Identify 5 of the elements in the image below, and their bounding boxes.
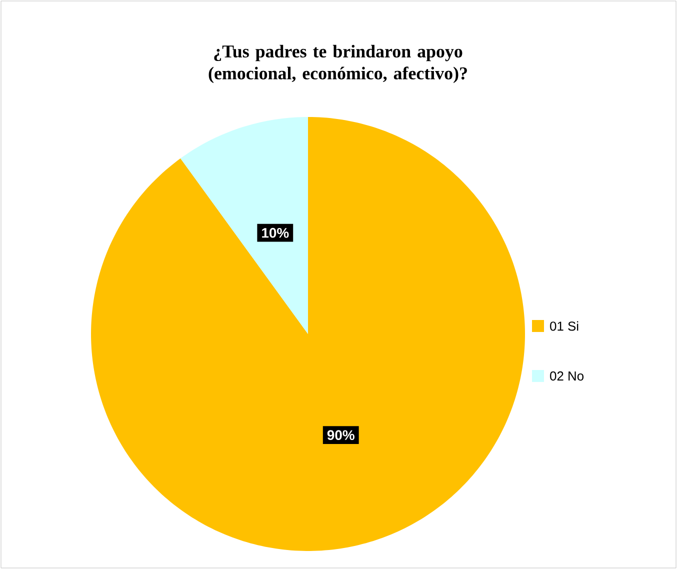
legend-label: 01 Si [550,321,578,331]
data-label: 10% [262,228,289,238]
chart-title: ¿Tus padres te brindaron apoyo (emocional, económico, afectivo)? [208,44,467,84]
legend-label: 02 No [550,371,584,381]
data-label: 90% [327,430,354,440]
